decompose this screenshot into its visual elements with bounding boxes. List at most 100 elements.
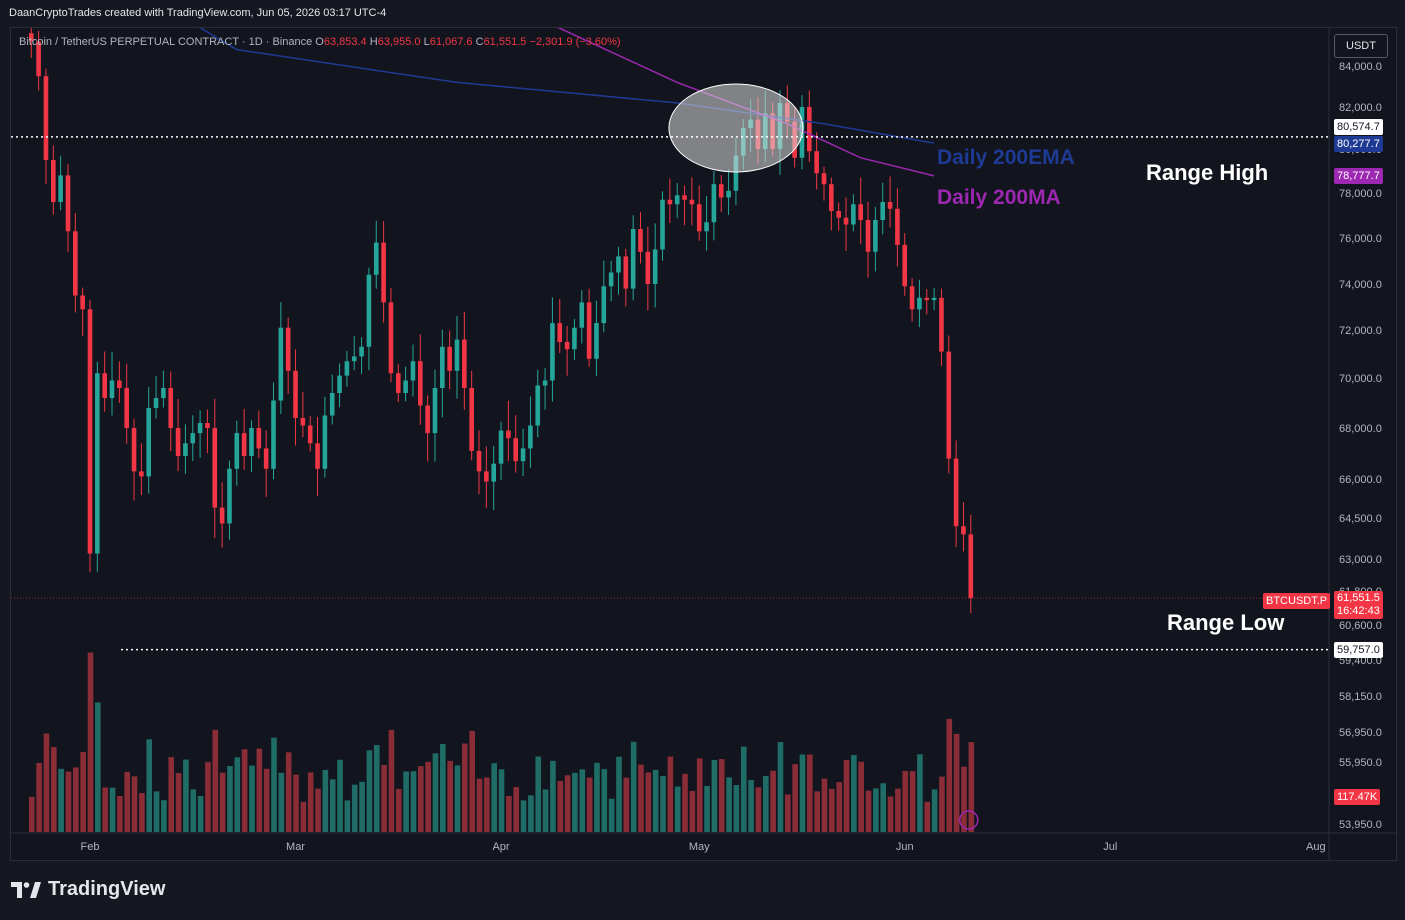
candle [557,299,563,354]
candle [190,415,196,462]
volume-bar [65,771,72,832]
y-tick-label: 58,150.0 [1339,691,1382,703]
volume-bar [946,718,953,832]
volume-bar [322,769,329,832]
candle-body [528,425,533,449]
candle-body [395,373,401,393]
x-tick-label: May [689,841,710,853]
volume-bar [205,761,211,832]
candle-body [351,356,357,362]
candle-body [109,380,115,398]
candle-body [946,351,952,459]
candle [674,183,680,219]
candle-body [968,534,974,599]
candle [586,288,592,367]
volume-bar [271,737,277,832]
candle [447,330,452,390]
candle-body [43,76,49,160]
candle [520,428,526,477]
candle [95,361,100,572]
candle [968,514,974,613]
y-tick-label: 82,000.0 [1339,102,1382,114]
volume-bar [454,765,461,832]
volume-bar [440,744,446,832]
candle [528,396,533,468]
volume-bar [425,761,431,832]
candle-body [388,302,394,374]
candle [43,68,49,185]
candle-body [95,373,100,554]
candle-body [880,202,886,220]
candle [175,399,181,472]
chart-pane[interactable]: 84,000.082,000.080,000.078,000.076,000.0… [10,27,1397,861]
candle [337,363,342,408]
low-value: 61,067.6 [429,36,473,48]
y-tick-label: 64,500.0 [1339,513,1382,525]
candle-body [623,256,629,289]
candle-body [131,428,137,472]
volume-bar [755,787,762,832]
tradingview-logo[interactable]: TradingView [11,878,165,901]
open-label: O [315,36,324,48]
candle-body [858,204,863,220]
volume-tag: 117.47K [1334,789,1381,805]
volume-bar [924,801,931,832]
currency-button[interactable]: USDT [1334,34,1388,58]
candle-body [829,184,834,211]
volume-bar [630,741,637,832]
candle [814,132,819,190]
y-tick-label: 55,950.0 [1339,757,1382,769]
open-value: 63,853.4 [323,36,367,48]
volume-bar [410,771,417,832]
candle [616,246,621,295]
candle [58,155,63,211]
candle [249,420,254,472]
candle-body [418,361,423,406]
candle [161,370,166,408]
candle [821,166,827,201]
volume-bar [939,776,945,832]
candle-body [652,249,658,284]
candle [513,415,519,473]
volume-bar [131,776,138,832]
candle-body [373,242,379,275]
x-tick-label: Feb [81,841,100,853]
volume-bar [476,778,483,832]
y-tick-label: 72,000.0 [1339,325,1382,337]
volume-bar [711,759,718,832]
volume-bar [535,756,542,832]
candle-body [469,388,474,451]
candle-body [293,370,298,418]
volume-bar [902,770,909,832]
high-label: H [369,36,378,48]
volume-bar [608,798,615,832]
candle [469,370,474,461]
volume-bar [674,786,681,832]
close-value: 61,551.5 [483,36,527,48]
y-tick-label: 63,000.0 [1339,554,1382,566]
candle-body [909,286,915,310]
candle [366,267,372,371]
candle-body [667,199,673,205]
candle [623,248,629,307]
candle-body [601,286,607,324]
volume-bar [909,771,916,832]
candle [395,364,401,403]
candle-body [851,204,856,225]
volume-bar [689,790,696,832]
volume-bar [961,766,967,832]
volume-bars [28,652,975,832]
candle [359,337,364,374]
candle-body [454,339,460,371]
candle [652,223,658,308]
volume-bar [726,777,732,832]
candle-body [726,190,731,198]
candle-body [329,393,335,416]
volume-bar [418,766,424,832]
candle [403,366,408,402]
volume-bar [403,771,409,832]
candle-body [873,220,878,252]
candle [410,344,416,397]
range-levels [11,136,1329,830]
price-chart[interactable]: 84,000.082,000.080,000.078,000.076,000.0… [11,28,1396,860]
